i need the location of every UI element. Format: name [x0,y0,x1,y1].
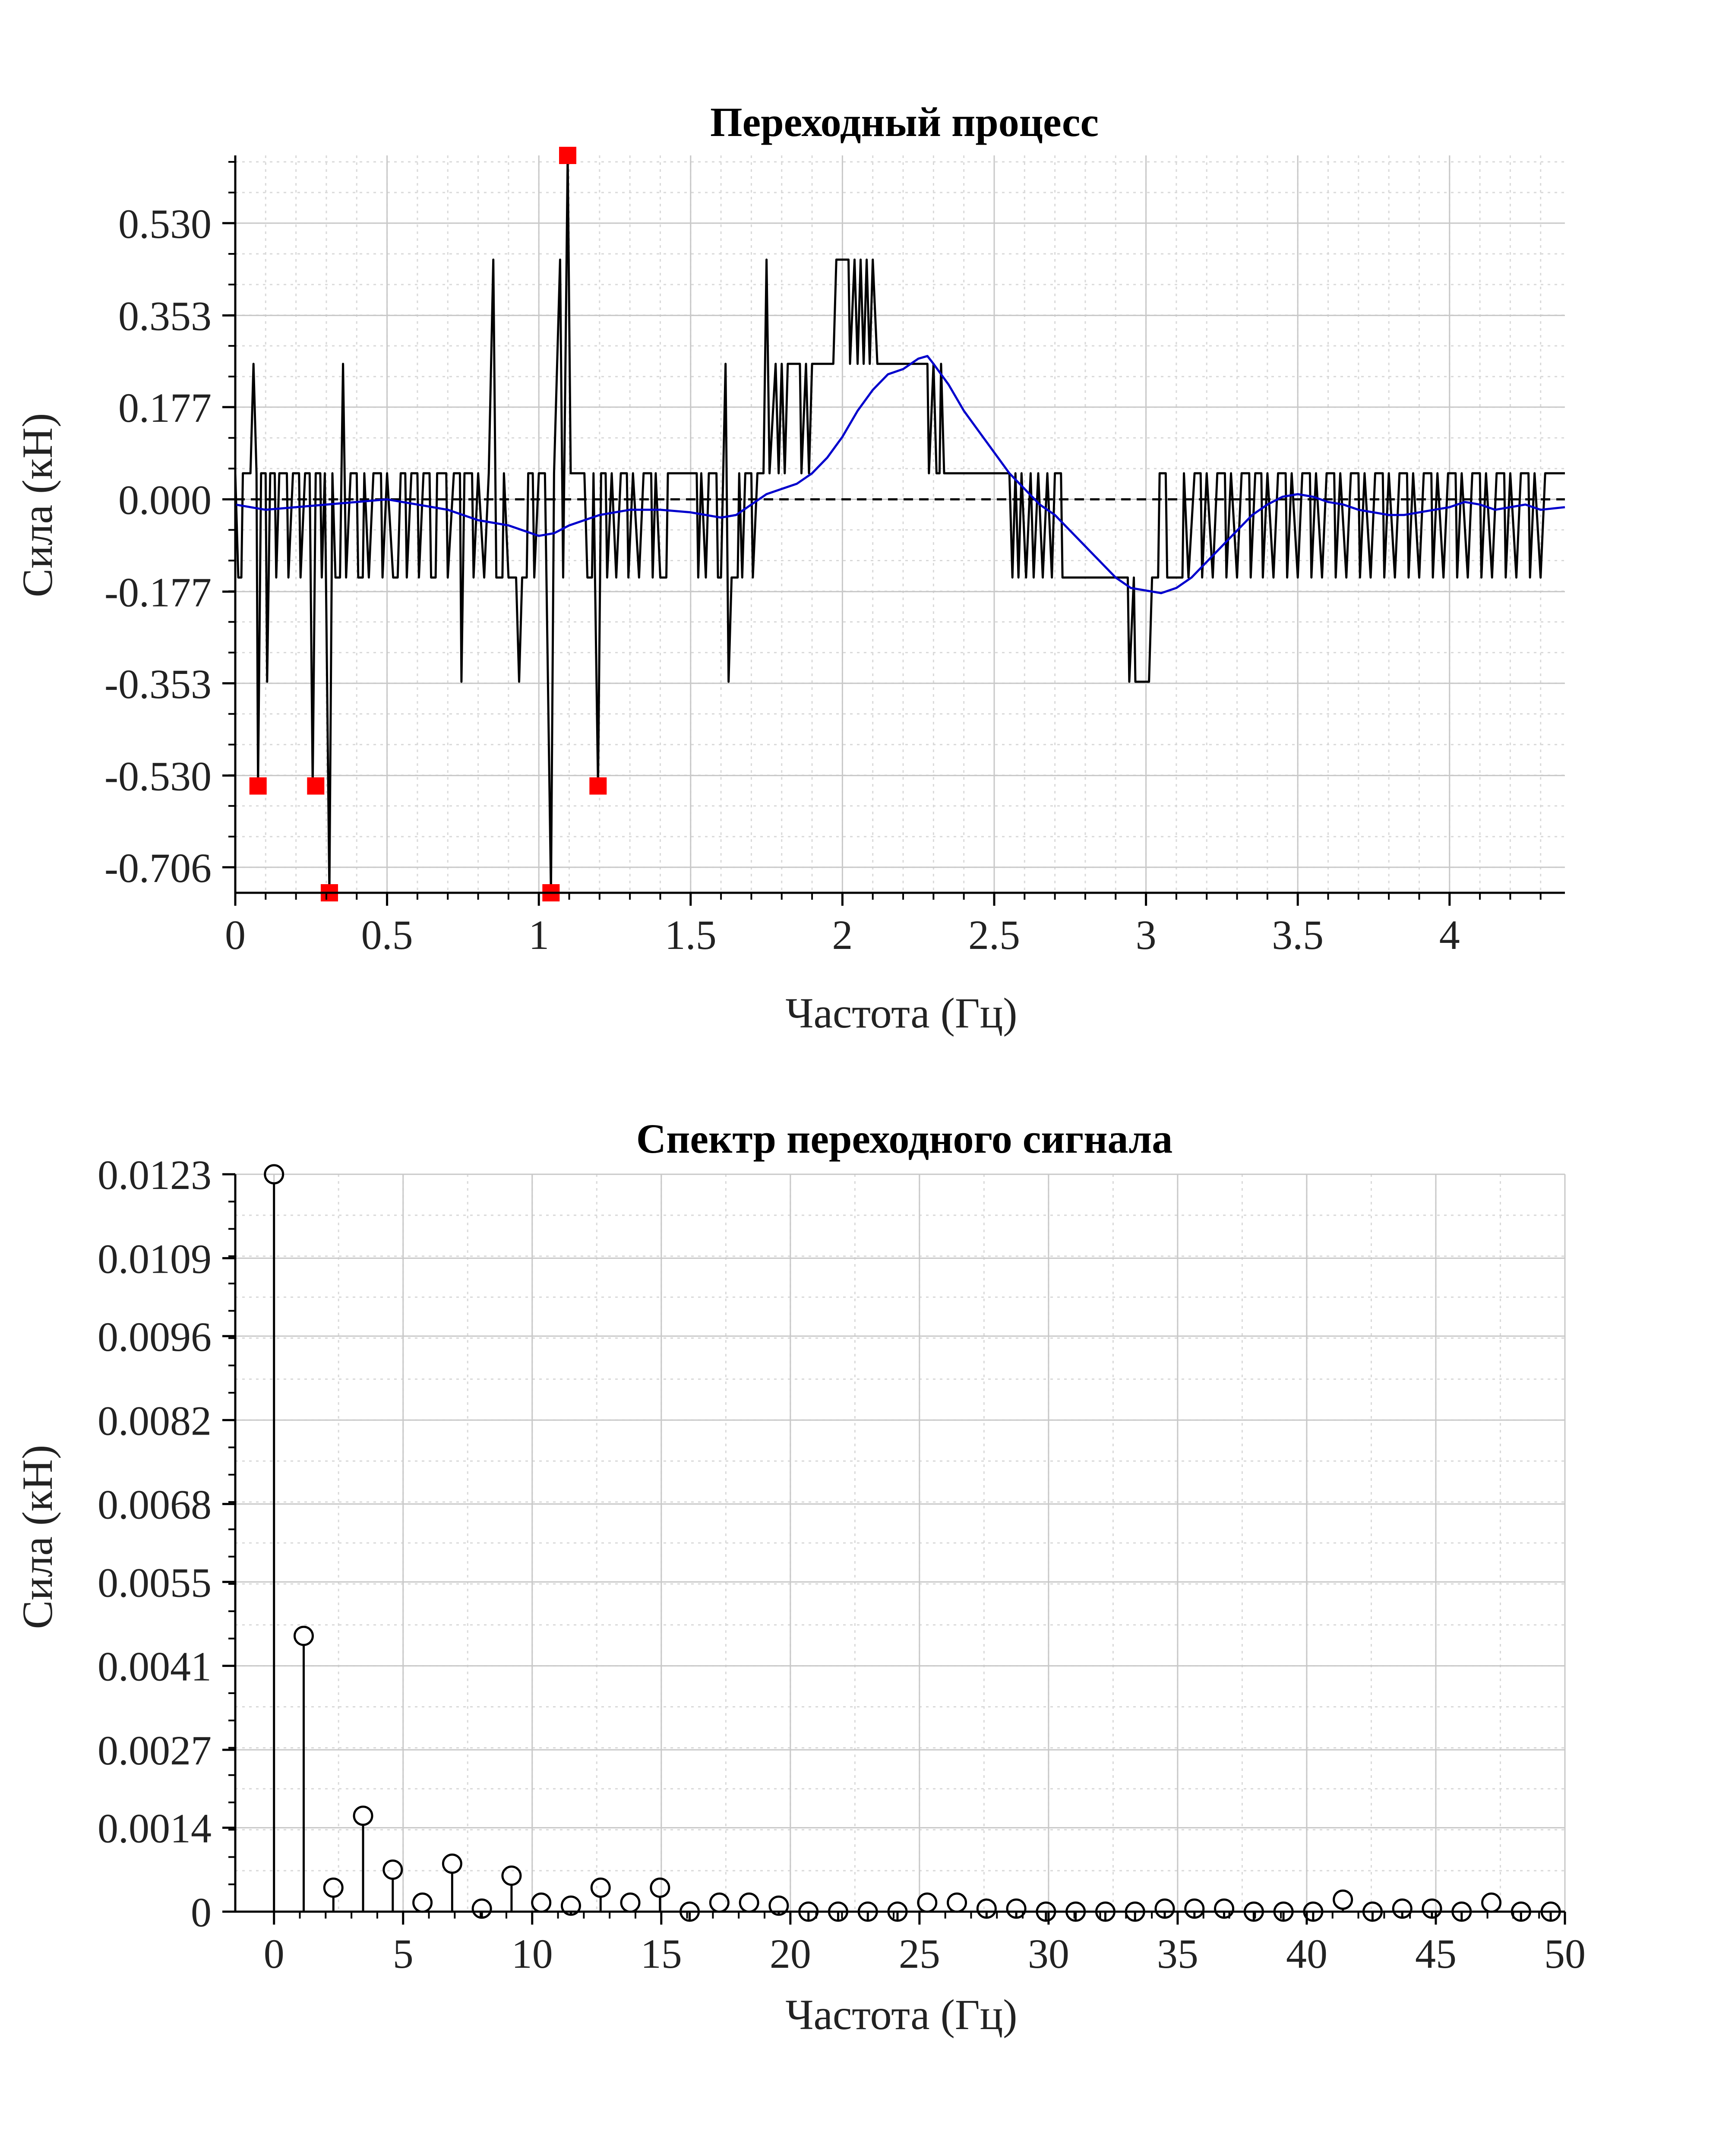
y-tick-label: 0.0014 [98,1805,212,1852]
raw-signal-line [234,154,1565,894]
stem-marker [323,1877,344,1898]
stem-marker [1154,1898,1175,1919]
smoothed-signal-line [235,355,1565,594]
stem-marker [650,1877,670,1898]
x-tick-label: 15 [641,1931,682,1977]
transient-tick-labels: 0 0.5 1 1.5 2 2.5 3 3.5 4 0.530 0.353 0.177 0.000 -0.… [104,201,1460,958]
stem-marker [768,1895,789,1916]
stem-marker [501,1865,522,1886]
x-tick-label: 50 [1544,1931,1586,1977]
peak-marker [559,147,576,164]
transient-grid [234,155,1565,893]
transient-axes [222,155,1565,906]
y-tick-label: 0.0068 [98,1482,212,1528]
x-tick-label: 10 [512,1931,553,1977]
y-tick-label: 0.0041 [98,1644,212,1690]
y-tick-label: -0.530 [104,753,212,799]
x-tick-label: 1 [528,912,549,958]
x-tick-label: 3 [1136,912,1157,958]
x-tick-label: 30 [1028,1931,1069,1977]
transient-chart: Переходный процесс 0 0.5 1 1.5 2 2.5 3 3.5 4 0.53… [13,99,1565,1037]
x-tick-label: 0 [264,1931,284,1977]
y-tick-label: 0.177 [118,385,212,431]
stem-marker [976,1898,997,1919]
x-tick-label: 2.5 [968,912,1020,958]
stem-marker [1333,1889,1353,1910]
transient-chart-title: Переходный процесс [710,99,1099,145]
y-tick-label: 0.530 [118,201,212,247]
y-tick-label: 0.0082 [98,1397,212,1444]
transient-y-axis-label: Сила (кН) [13,413,61,597]
y-tick-label: -0.177 [104,569,212,615]
x-tick-label: 2 [832,912,853,958]
spectrum-tick-labels: 0 5 10 15 20 25 30 35 40 45 50 0 0.0014 0.0027 0.0041 0… [98,1152,1586,1977]
y-tick-label: 0.0109 [98,1236,212,1282]
stem-marker [1006,1898,1027,1919]
stem-marker [1214,1898,1235,1919]
transient-x-axis-label: Частота (Гц) [785,989,1017,1037]
y-tick-label: 0 [191,1889,212,1935]
y-tick-label: 0.0096 [98,1314,212,1360]
spectrum-chart: Спектр переходного сигнала 0 5 10 15 20 25 30 3… [13,1116,1586,2039]
stem-marker [293,1625,314,1646]
stem-marker [353,1805,373,1826]
x-tick-label: 20 [770,1931,811,1977]
transient-series [234,147,1565,901]
stem-marker [590,1877,611,1898]
y-tick-label: -0.353 [104,661,212,707]
x-tick-label: 3.5 [1272,912,1324,958]
stem-marker [560,1895,581,1916]
peak-marker [307,777,325,795]
spectrum-x-axis-label: Частота (Гц) [785,1991,1017,2039]
stem-marker [1392,1898,1413,1919]
stem-marker [264,1164,284,1185]
stem-marker [471,1898,492,1919]
x-tick-label: 35 [1157,1931,1198,1977]
y-tick-label: 0.0123 [98,1152,212,1198]
x-tick-label: 5 [393,1931,414,1977]
y-tick-label: 0.353 [118,293,212,339]
spectrum-axes [222,1173,1566,1925]
stem-marker [382,1859,403,1880]
y-tick-label: 0.0055 [98,1559,212,1606]
stem-marker [1184,1898,1205,1919]
y-tick-label: 0.000 [118,477,212,523]
stem-marker [442,1853,462,1874]
x-tick-label: 40 [1286,1931,1327,1977]
x-tick-label: 45 [1415,1931,1457,1977]
x-tick-label: 0.5 [361,912,413,958]
x-tick-label: 0 [225,912,246,958]
peak-marker [249,777,267,795]
spectrum-chart-title: Спектр переходного сигнала [636,1116,1172,1162]
x-tick-label: 25 [899,1931,940,1977]
peak-marker [589,777,607,795]
spectrum-y-axis-label: Сила (кН) [13,1445,61,1629]
x-tick-label: 1.5 [665,912,717,958]
y-tick-label: -0.706 [104,845,212,891]
x-tick-label: 4 [1439,912,1460,958]
y-tick-label: 0.0027 [98,1727,212,1773]
stem-marker [1422,1898,1442,1919]
